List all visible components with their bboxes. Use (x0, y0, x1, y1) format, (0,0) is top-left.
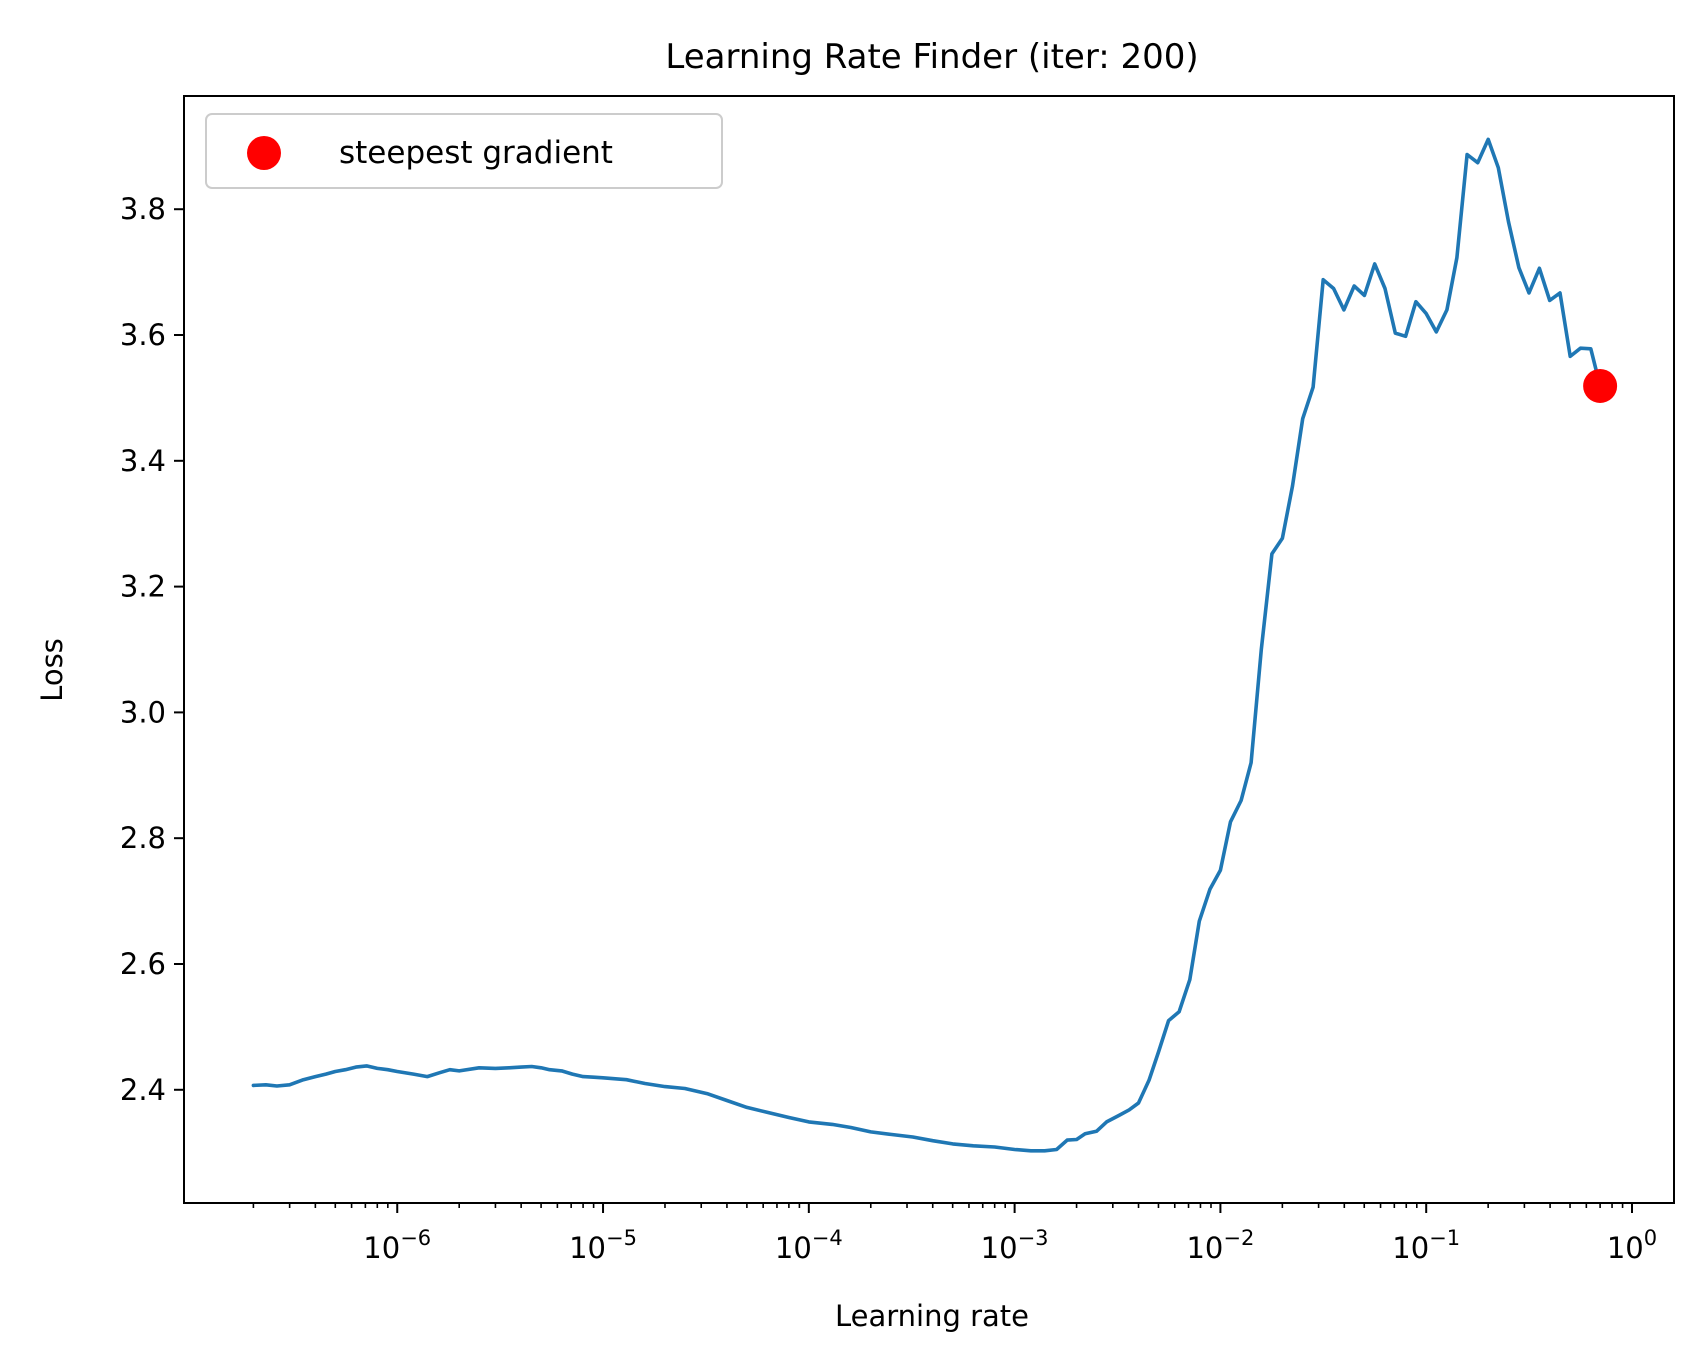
x-tick-label: 10−1 (1392, 1226, 1460, 1265)
y-tick-label: 2.4 (120, 1073, 166, 1107)
y-axis-label: Loss (35, 638, 69, 702)
x-tick-label: 10−4 (775, 1226, 843, 1265)
axis-ticks: 10−6 10−5 10−4 10−3 10−2 10−1 100 2.4 2.6 2.8 3.0 3… (120, 192, 1657, 1265)
y-tick-label: 2.8 (120, 821, 166, 855)
x-tick-label: 10−3 (981, 1226, 1049, 1265)
steepest-gradient-marker (1583, 368, 1618, 403)
legend-box (205, 113, 723, 189)
legend-marker-steepest-gradient (247, 136, 281, 170)
chart-title: Learning Rate Finder (iter: 200) (665, 37, 1198, 77)
loss-series-line (251, 137, 1602, 1153)
y-tick-label: 3.0 (120, 695, 166, 729)
x-tick-label: 100 (1607, 1226, 1657, 1265)
legend-label-steepest-gradient: steepest gradient (339, 135, 613, 171)
plot-area (251, 137, 1618, 1153)
y-tick-label: 3.4 (120, 444, 166, 478)
x-tick-label: 10−5 (569, 1226, 637, 1265)
legend: steepest gradient (205, 113, 723, 189)
axes-frame (183, 95, 1675, 1204)
x-axis-label: Learning rate (835, 1299, 1029, 1333)
y-tick-label: 3.6 (120, 318, 166, 352)
y-tick-label: 3.2 (120, 570, 166, 604)
x-tick-label: 10−6 (363, 1226, 431, 1265)
y-tick-label: 3.8 (120, 192, 166, 226)
x-tick-label: 10−2 (1186, 1226, 1254, 1265)
y-tick-label: 2.6 (120, 947, 166, 981)
